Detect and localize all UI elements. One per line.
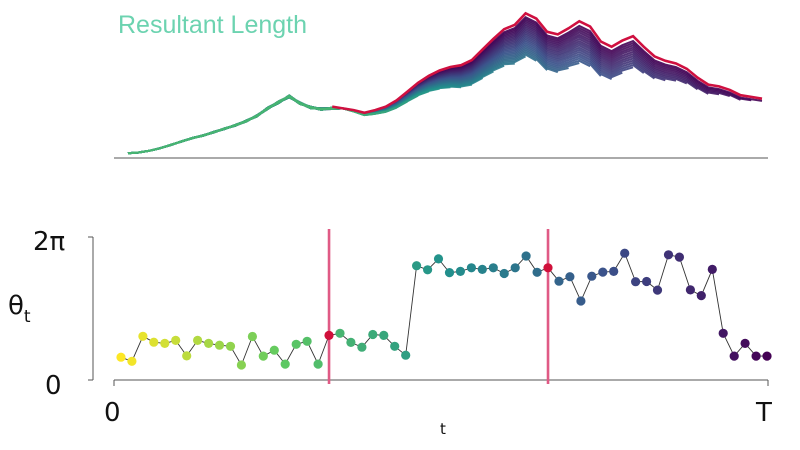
resultant-curve — [127, 94, 376, 155]
theta-point — [236, 360, 246, 370]
theta-point — [280, 359, 290, 369]
resultant-curve — [127, 96, 387, 155]
theta-point — [707, 264, 717, 274]
resultant-envelope — [331, 11, 763, 115]
theta-point — [204, 338, 214, 348]
theta-point — [466, 263, 476, 273]
theta-point — [762, 351, 772, 361]
y-tick-label-0: 0 — [45, 371, 62, 401]
theta-point — [247, 331, 257, 342]
theta-point — [214, 340, 225, 350]
theta-point — [160, 338, 170, 348]
theta-point — [685, 285, 696, 295]
theta-point — [357, 342, 367, 352]
theta-point — [346, 337, 356, 347]
y-axis-label: θt — [8, 291, 31, 327]
theta-point — [379, 330, 389, 340]
theta-point — [631, 277, 641, 287]
theta-point — [532, 267, 542, 277]
theta-point — [269, 345, 279, 355]
theta-point — [225, 341, 236, 351]
theta-point — [444, 268, 455, 278]
theta-point — [138, 331, 148, 341]
theta-point — [554, 276, 564, 286]
theta-point — [127, 356, 137, 366]
theta-point — [193, 335, 203, 345]
y-tick-label-2pi: 2π — [33, 227, 65, 257]
theta-points — [116, 248, 772, 370]
theta-point — [335, 328, 345, 338]
theta-point — [587, 271, 597, 281]
x-tick-label-0: 0 — [104, 398, 121, 428]
theta-point — [663, 250, 674, 260]
theta-point — [488, 263, 498, 273]
x-tick-label-T: T — [755, 398, 772, 428]
theta-point — [642, 276, 652, 287]
theta-point — [258, 351, 268, 361]
theta-point — [565, 272, 575, 282]
theta-point — [116, 352, 126, 362]
theta-point — [401, 350, 411, 360]
changepoint-marker — [324, 330, 334, 340]
resultant-curve — [127, 95, 343, 155]
changepoint-marker — [543, 263, 553, 273]
theta-point — [609, 266, 619, 276]
theta-point — [455, 266, 465, 276]
theta-point — [499, 268, 509, 279]
theta-point — [674, 252, 685, 262]
theta-point — [696, 291, 706, 301]
theta-point — [729, 351, 739, 361]
theta-point — [390, 341, 400, 351]
x-axis-label: t — [440, 420, 446, 438]
theta-point — [149, 337, 159, 347]
theta-point — [521, 251, 531, 261]
theta-point — [751, 351, 761, 361]
theta-point — [510, 263, 520, 273]
theta-point — [412, 261, 422, 271]
theta-point — [423, 265, 433, 275]
theta-point — [291, 339, 301, 349]
theta-point — [652, 285, 663, 295]
theta-point — [598, 267, 608, 277]
theta-point — [171, 335, 181, 345]
chart-title: Resultant Length — [118, 11, 307, 39]
theta-point — [368, 329, 378, 340]
resultant-length-lines — [127, 11, 763, 155]
theta-point — [477, 264, 487, 274]
changepoint-lines — [327, 229, 550, 384]
theta-point — [718, 328, 728, 338]
theta-point — [433, 254, 444, 264]
theta-point — [740, 338, 750, 348]
theta-point — [182, 351, 192, 361]
resultant-curve — [127, 95, 365, 155]
theta-point — [302, 336, 312, 346]
theta-point — [620, 248, 630, 258]
theta-point — [313, 359, 323, 369]
theta-point — [576, 296, 586, 306]
